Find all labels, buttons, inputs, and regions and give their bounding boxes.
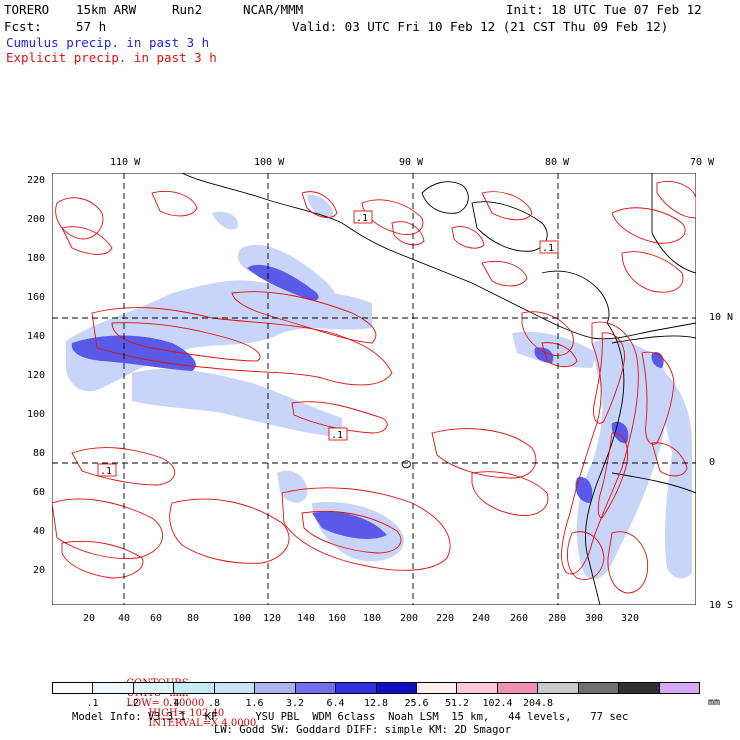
x-tick: 120 <box>263 613 282 624</box>
fcst-label: Fcst: <box>4 19 42 34</box>
x-tick: 80 <box>187 613 200 624</box>
y-tick: 220 <box>27 175 46 186</box>
colorbar-label: .1 <box>86 698 99 709</box>
colorbar-cell <box>255 683 296 693</box>
explicit-precip-contours <box>52 180 696 594</box>
y-tick: 80 <box>33 448 46 459</box>
x-tick: 140 <box>297 613 316 624</box>
colorbar-cell <box>457 683 498 693</box>
legend-cumulus: Cumulus precip. in past 3 h <box>6 35 210 50</box>
x-tick: 240 <box>472 613 491 624</box>
x-tick: 280 <box>548 613 567 624</box>
fcst-value: 57 h <box>76 19 107 34</box>
colorbar-cell <box>295 683 337 693</box>
colorbar-label: 3.2 <box>285 698 305 709</box>
y-tick: 160 <box>27 292 46 303</box>
colorbar-cell <box>619 683 660 693</box>
lat-label: 10 S <box>709 600 734 611</box>
contour-label: .1 <box>331 430 344 441</box>
colorbar-label: 12.8 <box>363 698 389 709</box>
x-tick: 260 <box>510 613 529 624</box>
colorbar-label: 204.8 <box>522 698 554 709</box>
lat-label: 0 <box>709 457 716 468</box>
model-name: TORERO <box>4 2 50 17</box>
colorbar-cell <box>336 683 377 693</box>
y-tick: 120 <box>27 370 46 381</box>
coastlines <box>181 173 696 605</box>
x-tick: 220 <box>436 613 455 624</box>
y-tick: 140 <box>27 331 46 342</box>
colorbar-cell <box>538 683 579 693</box>
colorbar-label: 51.2 <box>444 698 470 709</box>
colorbar-cell <box>497 683 539 693</box>
x-tick: 320 <box>621 613 640 624</box>
contours-low: LOW= 0.10000 <box>126 698 205 709</box>
contour-label-boxes <box>97 210 559 477</box>
colorbar <box>52 682 700 694</box>
colorbar-cell <box>578 683 620 693</box>
precip-map <box>52 173 696 605</box>
colorbar-cell <box>53 683 94 693</box>
colorbar-label: .4 <box>167 698 180 709</box>
resolution: 15km ARW <box>76 2 137 17</box>
colorbar-label: 102.4 <box>482 698 513 709</box>
y-tick: 20 <box>33 565 46 576</box>
colorbar-cell <box>174 683 215 693</box>
contours-high: HIGH= 102.40 <box>148 708 225 719</box>
y-tick: 60 <box>33 487 46 498</box>
y-tick: 40 <box>33 526 46 537</box>
contour-label: .1 <box>100 466 113 477</box>
x-tick: 180 <box>363 613 382 624</box>
lon-label: 110 W <box>110 157 141 168</box>
y-tick: 200 <box>27 214 46 225</box>
legend-explicit: Explicit precip. in past 3 h <box>6 50 217 65</box>
lon-label: 90 W <box>399 157 424 168</box>
x-tick: 160 <box>328 613 347 624</box>
colorbar-label: 1.6 <box>245 698 264 709</box>
contour-label: .1 <box>542 243 555 254</box>
y-tick: 100 <box>27 409 46 420</box>
x-tick: 20 <box>83 613 96 624</box>
lon-label: 70 W <box>690 157 715 168</box>
colorbar-label: .8 <box>207 698 221 709</box>
x-tick: 60 <box>150 613 163 624</box>
model-info-line1: Model Info: V3.3.1 KF YSU PBL WDM 6class… <box>72 711 629 723</box>
lon-label: 80 W <box>545 157 570 168</box>
colorbar-cell <box>133 683 175 693</box>
colorbar-cell <box>659 683 699 693</box>
colorbar-label: .2 <box>126 698 140 709</box>
heavy-precip-area <box>71 264 664 539</box>
colorbar-label: 6.4 <box>326 698 345 709</box>
colorbar-cell <box>376 683 417 693</box>
contours-interval: INTERVAL=X 4.0000 <box>148 718 257 729</box>
x-tick: 200 <box>400 613 419 624</box>
org-label: NCAR/MMM <box>243 2 304 17</box>
colorbar-cell <box>93 683 134 693</box>
x-tick: 40 <box>118 613 131 624</box>
model-info-line2: LW: Godd SW: Goddard DIFF: simple KM: 2D… <box>214 724 512 736</box>
x-tick: 100 <box>233 613 252 624</box>
valid-time: Valid: 03 UTC Fri 10 Feb 12 (21 CST Thu … <box>292 19 669 34</box>
x-tick: 300 <box>585 613 604 624</box>
lat-label: 10 N <box>709 312 734 323</box>
y-tick: 180 <box>27 253 46 264</box>
colorbar-cell <box>416 683 458 693</box>
colorbar-cell <box>214 683 256 693</box>
lon-label: 100 W <box>254 157 285 168</box>
colorbar-unit: mm <box>708 697 721 708</box>
init-time: Init: 18 UTC Tue 07 Feb 12 <box>506 2 702 17</box>
contour-label: .1 <box>356 213 369 224</box>
run-label: Run2 <box>172 2 203 17</box>
colorbar-label: 25.6 <box>404 698 429 709</box>
